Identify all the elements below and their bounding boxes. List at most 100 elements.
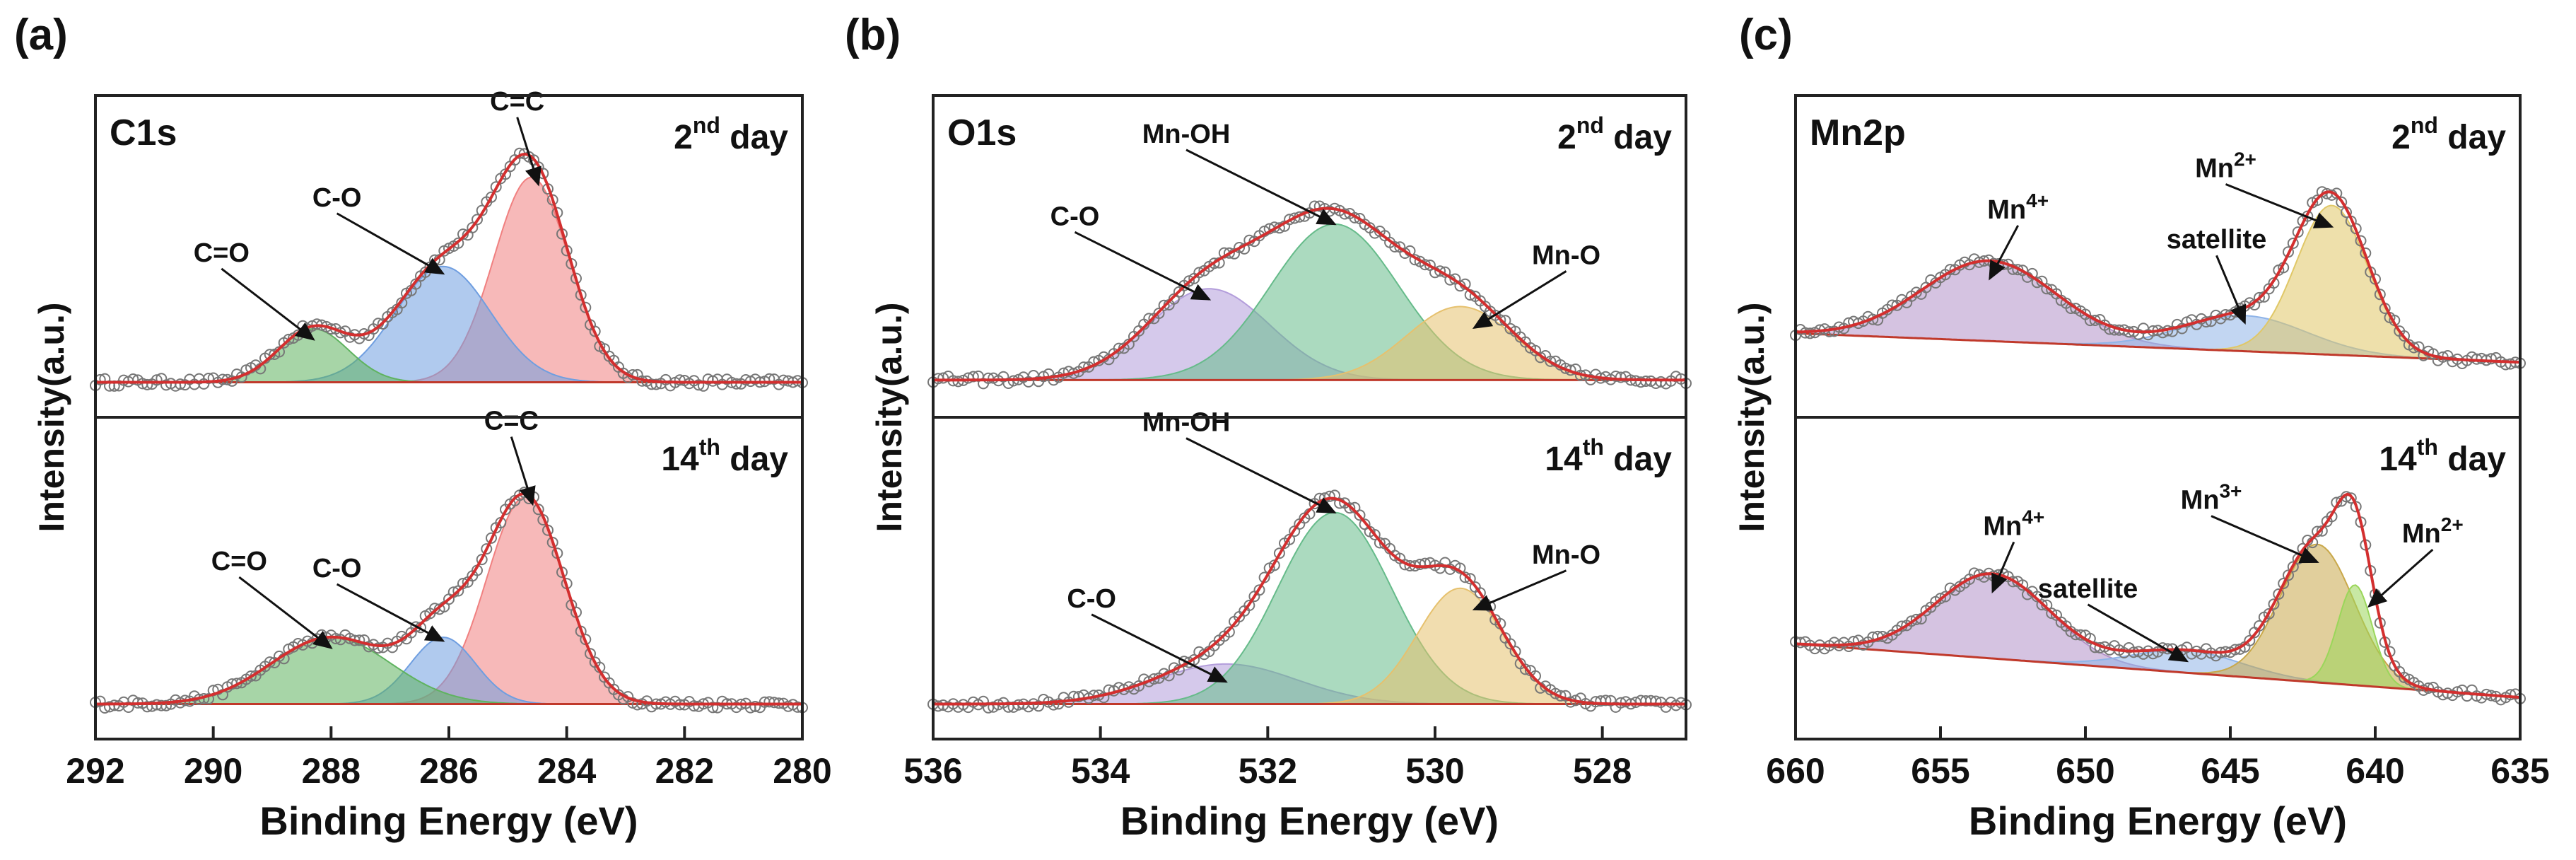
data-point <box>1504 638 1516 650</box>
peak-arrow <box>2087 603 2189 663</box>
peak-component-c-o <box>95 265 802 383</box>
data-point <box>1284 533 1296 545</box>
x-tick-label: 655 <box>1911 751 1969 791</box>
data-point <box>546 194 558 206</box>
data-point <box>2312 194 2323 207</box>
data-point <box>2287 561 2299 573</box>
peak-arrow <box>2215 255 2247 325</box>
data-point <box>2036 599 2048 611</box>
data-point <box>1273 547 1285 559</box>
x-tick-label: 282 <box>655 751 714 791</box>
data-point <box>1509 646 1521 658</box>
peak-label-c-o: C-O <box>312 183 362 213</box>
data-point <box>2041 599 2053 611</box>
peak-arrow <box>238 576 333 649</box>
data-point <box>1615 371 1627 383</box>
panel-a: (a) C=C C-O C=O 2nd day C=C C-O C=O 14th day C1s 2… <box>14 11 832 843</box>
peak-label-c-c: C=C <box>490 87 544 117</box>
data-point <box>1344 502 1356 514</box>
peak-label-mn4: Mn4+ <box>1983 506 2044 541</box>
data-point <box>585 648 596 660</box>
panel-label: (a) <box>14 11 68 59</box>
data-point <box>481 543 493 555</box>
data-point <box>1459 571 1471 583</box>
peak-label-c-c: C=C <box>484 407 539 436</box>
data-point <box>1494 314 1506 326</box>
fit-envelope <box>1795 492 2521 699</box>
data-point <box>1253 584 1265 596</box>
data-point <box>1193 267 1205 279</box>
panel-b: (b) C-O Mn-OH Mn-O 2nd day C-O Mn-OH Mn-O 14th d… <box>845 11 1692 843</box>
data-point <box>2283 569 2294 581</box>
x-tick-label: 280 <box>773 751 831 791</box>
data-point <box>1804 327 1816 339</box>
y-axis-label: Intensity(a.u.) <box>870 302 909 532</box>
x-tick-label: 660 <box>1766 751 1825 791</box>
data-point <box>2263 608 2275 620</box>
x-tick-label: 284 <box>537 751 597 791</box>
data-point <box>127 373 139 385</box>
peak-label-mn-oh: Mn-OH <box>1142 120 1231 149</box>
data-point <box>2075 629 2087 641</box>
spectrum-1: C=C C-O C=O 2nd day <box>90 87 808 392</box>
day-label: 14th day <box>661 434 788 478</box>
day-label: 2nd day <box>2391 112 2506 156</box>
data-point <box>160 699 172 711</box>
data-point <box>967 371 979 383</box>
panel-label: (b) <box>845 11 901 59</box>
panel-label: (c) <box>1739 11 1793 59</box>
data-point <box>749 701 761 712</box>
peak-arrow <box>510 436 536 506</box>
peak-label-mn3: Mn3+ <box>2181 480 2242 516</box>
data-point <box>2273 588 2285 600</box>
data-point <box>1158 299 1170 311</box>
data-point <box>730 378 742 390</box>
data-point <box>1519 663 1531 675</box>
data-point <box>203 693 214 705</box>
data-point <box>410 621 422 633</box>
peak-label-mn-o: Mn-O <box>1532 540 1600 570</box>
data-point <box>373 642 384 654</box>
data-point <box>1243 600 1255 611</box>
peak-arrow <box>2367 548 2434 608</box>
peak-label-mn-o: Mn-O <box>1532 240 1600 270</box>
data-point <box>1007 701 1019 713</box>
data-point <box>1113 342 1125 354</box>
data-point <box>203 373 214 384</box>
spectrum-1: Mn4+ satellite Mn2+ 2nd day <box>1790 112 2526 371</box>
spectrum-2: C-O Mn-OH Mn-O 14th day <box>927 408 1692 714</box>
data-point <box>245 670 257 682</box>
data-point <box>486 532 497 544</box>
y-axis-label: Intensity(a.u.) <box>1732 302 1772 532</box>
data-point <box>1354 509 1366 521</box>
data-point <box>2244 634 2256 646</box>
data-point <box>151 374 163 386</box>
spectrum-2: C=C C-O C=O 14th day <box>90 407 808 714</box>
peak-label-satellite: satellite <box>2038 574 2138 604</box>
peak-arrow <box>516 117 541 187</box>
data-point <box>988 701 1000 713</box>
fit-envelope <box>933 496 1686 706</box>
data-point <box>486 191 497 203</box>
x-tick-label: 645 <box>2201 751 2259 791</box>
x-axis-label: Binding Energy (eV) <box>1969 798 2347 843</box>
data-point <box>2287 238 2299 249</box>
peak-label-c-o: C-O <box>1050 202 1100 231</box>
data-point <box>2268 598 2280 610</box>
x-tick-label: 532 <box>1239 751 1297 791</box>
peak-label-mn2: Mn2+ <box>2402 513 2464 549</box>
peak-label-c-o: C=O <box>194 238 250 268</box>
data-point <box>1910 286 1922 298</box>
peak-arrow <box>336 583 445 642</box>
peak-arrow <box>1989 225 2020 281</box>
data-point <box>2031 591 2043 603</box>
data-point <box>937 372 949 384</box>
data-point <box>141 378 153 390</box>
x-tick-label: 286 <box>419 751 478 791</box>
peak-arrow <box>1091 613 1228 683</box>
spectrum-1: C-O Mn-OH Mn-O 2nd day <box>927 112 1692 390</box>
x-tick-label: 528 <box>1573 751 1632 791</box>
region-title: C1s <box>110 112 177 153</box>
peak-arrow <box>1472 270 1567 330</box>
